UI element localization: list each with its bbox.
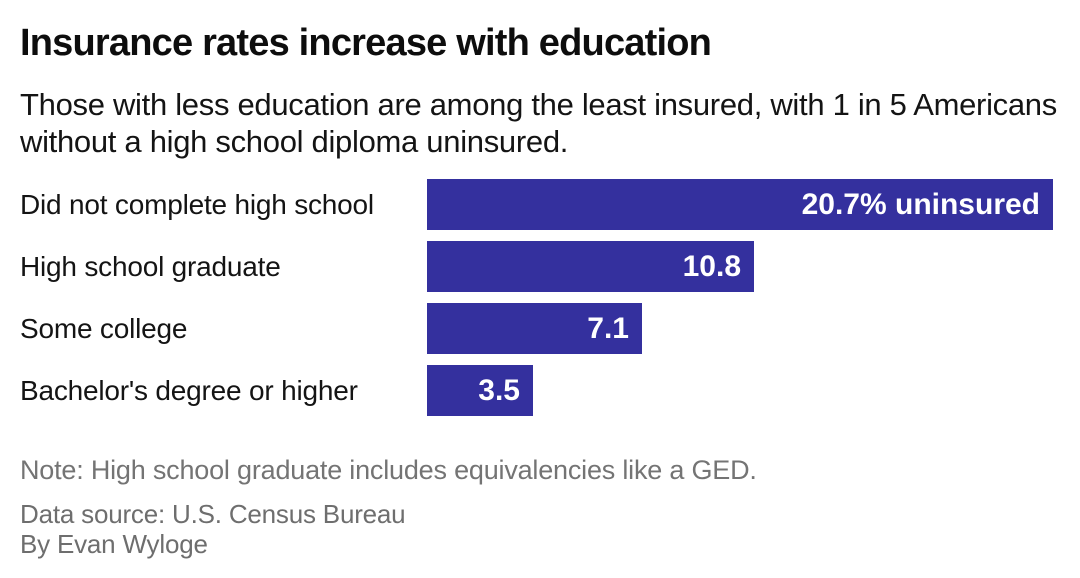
bar-track: 10.8 (427, 241, 1080, 292)
category-label: Some college (20, 312, 188, 344)
value-label: 7.1 (587, 311, 629, 345)
value-label: 10.8 (682, 249, 741, 283)
value-label: 20.7% uninsured (801, 187, 1040, 221)
bar: 10.8 (427, 241, 754, 292)
bar-track: 20.7% uninsured (427, 179, 1080, 230)
chart-title: Insurance rates increase with education (20, 22, 712, 64)
chart-note: Note: High school graduate includes equi… (20, 455, 757, 485)
chart-row: Bachelor's degree or higher 3.5 (0, 365, 1080, 416)
bar-track: 7.1 (427, 303, 1080, 354)
data-source: Data source: U.S. Census Bureau (20, 499, 406, 529)
chart-subtitle: Those with less education are among the … (20, 87, 1057, 159)
bar-chart: Did not complete high school 20.7% uninsu… (0, 179, 1080, 416)
category-label: Bachelor's degree or higher (20, 374, 358, 406)
bar: 7.1 (427, 303, 642, 354)
chart-row: High school graduate 10.8 (0, 241, 1080, 292)
chart-row: Some college 7.1 (0, 303, 1080, 354)
category-label: High school graduate (20, 250, 281, 282)
chart-row: Did not complete high school 20.7% uninsu… (0, 179, 1080, 230)
byline: By Evan Wyloge (20, 529, 208, 559)
bar: 20.7% uninsured (427, 179, 1053, 230)
bar-track: 3.5 (427, 365, 1080, 416)
category-label: Did not complete high school (20, 188, 374, 220)
bar: 3.5 (427, 365, 533, 416)
value-label: 3.5 (478, 373, 520, 407)
